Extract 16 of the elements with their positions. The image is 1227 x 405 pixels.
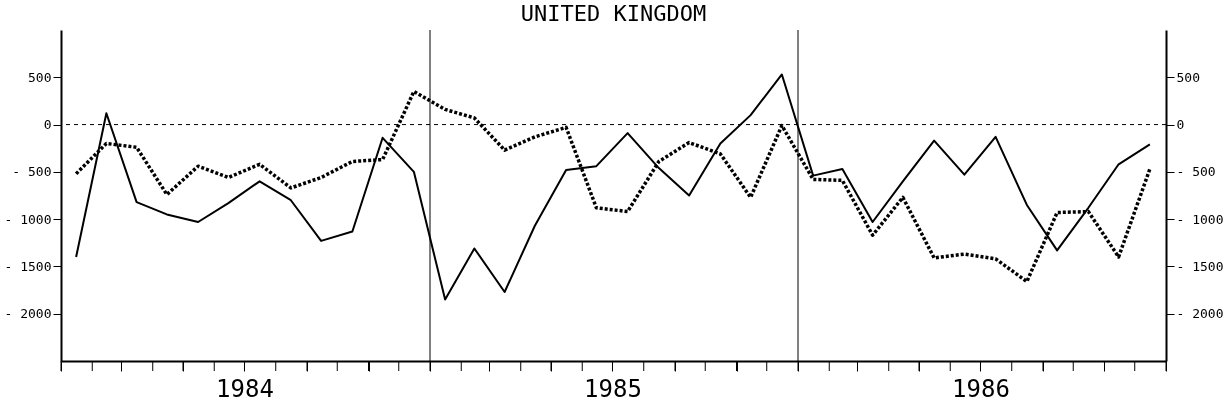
- y2-tick-label: 0: [1176, 117, 1185, 133]
- y2-tick-label: 500: [1176, 69, 1200, 85]
- y-tick-label: - 500: [12, 164, 52, 180]
- x-tick-label: 1986: [952, 374, 1010, 403]
- x-tick-label: 1985: [584, 374, 642, 403]
- y2-tick-label: - 1500: [1176, 258, 1224, 274]
- y2-tick-label: - 1000: [1176, 211, 1224, 227]
- y-tick-label: - 2000: [4, 306, 52, 322]
- y-tick-label: - 1000: [4, 211, 52, 227]
- y-tick-label: 500: [28, 69, 52, 85]
- y-tick-label: - 1500: [4, 258, 52, 274]
- x-tick-label: 1984: [216, 374, 274, 403]
- chart-title: UNITED KINGDOM: [520, 0, 707, 26]
- y2-tick-label: - 500: [1176, 164, 1216, 180]
- y2-tick-label: - 2000: [1176, 306, 1224, 322]
- y-tick-label: 0: [43, 117, 52, 133]
